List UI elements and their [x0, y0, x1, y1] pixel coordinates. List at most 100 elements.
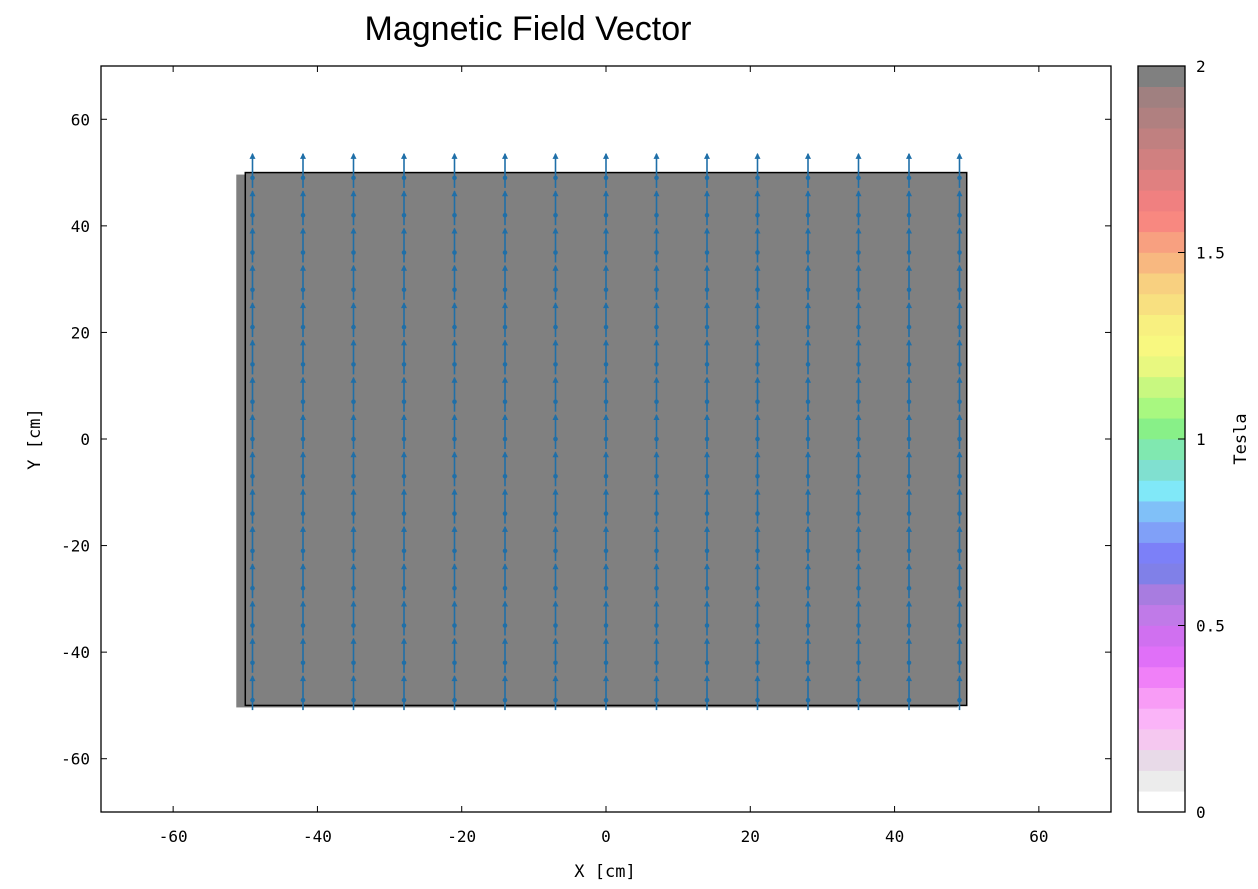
field-vector	[603, 525, 609, 561]
field-vector	[552, 152, 559, 188]
vector-tail-dot	[704, 175, 710, 181]
vector-head	[451, 675, 458, 682]
vector-head	[855, 152, 862, 159]
vector-head	[653, 675, 660, 682]
vector-head	[552, 525, 559, 532]
vector-head	[754, 563, 761, 570]
vector-head	[300, 637, 306, 644]
vector-head	[754, 525, 761, 532]
vector-tail-dot	[553, 511, 558, 516]
field-vector	[552, 488, 559, 524]
vector-head	[956, 190, 963, 197]
vector-head	[653, 525, 660, 532]
vector-tail-dot	[906, 250, 912, 255]
field-vector	[603, 376, 609, 412]
vector-tail-dot	[502, 287, 508, 293]
vector-tail-dot	[300, 399, 306, 405]
vector-tail-dot	[553, 362, 558, 367]
vector-tail-dot	[654, 474, 659, 479]
colorbar-segment	[1138, 790, 1185, 813]
y-tick-label: 0	[80, 430, 90, 449]
field-vector	[754, 563, 761, 599]
vector-head	[401, 264, 407, 271]
colorbar-segment	[1138, 438, 1185, 461]
vector-head	[653, 264, 660, 271]
field-vector	[502, 675, 508, 711]
field-vector	[704, 339, 710, 375]
vector-head	[855, 376, 862, 383]
vector-head	[956, 264, 963, 271]
vector-tail-dot	[452, 436, 457, 442]
vector-tail-dot	[603, 212, 609, 218]
field-vector	[855, 152, 862, 188]
vector-tail-dot	[603, 585, 609, 591]
vector-head	[300, 264, 306, 271]
field-vector	[603, 563, 609, 599]
vector-tail-dot	[452, 585, 457, 591]
field-vector	[451, 525, 458, 561]
field-vector	[401, 264, 407, 300]
vector-tail-dot	[654, 324, 659, 330]
field-vector	[956, 190, 963, 226]
field-vector	[300, 376, 306, 412]
vector-head	[653, 190, 660, 197]
vector-head	[805, 264, 811, 271]
field-vector	[805, 414, 811, 449]
vector-head	[704, 339, 710, 346]
vector-tail-dot	[250, 212, 255, 218]
vector-head	[401, 563, 407, 570]
vector-tail-dot	[906, 362, 912, 367]
field-vector	[805, 339, 811, 375]
field-vector	[451, 600, 458, 636]
field-vector	[805, 190, 811, 226]
field-vector	[249, 451, 256, 487]
vector-tail-dot	[401, 623, 407, 628]
y-tick-label: 60	[71, 110, 90, 129]
vector-head	[754, 675, 761, 682]
field-vector	[603, 339, 609, 375]
field-vector	[855, 376, 862, 412]
field-vector	[855, 190, 862, 226]
vector-head	[502, 600, 508, 607]
field-vector	[552, 525, 559, 561]
vector-head	[704, 190, 710, 197]
vector-tail-dot	[805, 324, 811, 330]
x-tick-label: 0	[601, 827, 611, 846]
vector-tail-dot	[805, 474, 811, 479]
vector-tail-dot	[957, 511, 962, 516]
field-vector	[552, 190, 559, 226]
vector-head	[502, 190, 508, 197]
vector-tail-dot	[755, 212, 760, 218]
field-vector	[603, 451, 609, 487]
vector-head	[754, 637, 761, 644]
vector-head	[603, 152, 609, 159]
field-vector	[502, 414, 508, 449]
vector-head	[502, 376, 508, 383]
field-vector	[502, 600, 508, 636]
vector-tail-dot	[351, 474, 356, 479]
field-vector	[855, 339, 862, 375]
vector-head	[552, 488, 559, 495]
vector-tail-dot	[603, 623, 609, 628]
field-vector	[350, 376, 357, 412]
vector-head	[704, 525, 710, 532]
vector-tail-dot	[452, 250, 457, 255]
vector-head	[906, 637, 912, 644]
vector-head	[805, 376, 811, 383]
field-vector	[754, 675, 761, 711]
vector-tail-dot	[452, 548, 457, 554]
colorbar-tick-label: 0	[1196, 803, 1206, 822]
vector-head	[653, 414, 660, 420]
field-vector	[552, 376, 559, 412]
vector-tail-dot	[250, 287, 255, 293]
vector-tail-dot	[502, 660, 508, 666]
vector-head	[704, 227, 710, 234]
field-vector	[603, 302, 609, 338]
field-vector	[603, 675, 609, 711]
field-vector	[805, 227, 811, 263]
y-tick-label: 20	[71, 323, 90, 342]
x-axis-label: X [cm]	[574, 862, 635, 882]
vector-tail-dot	[654, 585, 659, 591]
vector-tail-dot	[452, 474, 457, 479]
vector-head	[350, 451, 357, 458]
